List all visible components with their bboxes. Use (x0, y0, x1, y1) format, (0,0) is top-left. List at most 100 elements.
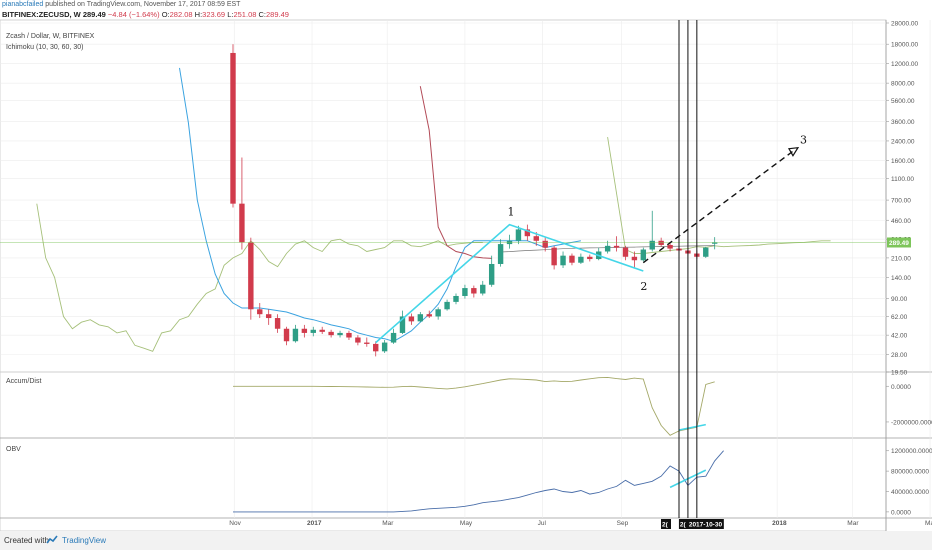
candle-body (399, 316, 406, 333)
candle-body (265, 314, 272, 319)
y-tick-label: 19.50 (891, 370, 908, 377)
candle-body (239, 203, 245, 243)
candle-body (542, 240, 548, 248)
publish-text: published on TradingView.com, November 1… (45, 1, 241, 8)
x-tick-label: Mar (847, 520, 859, 527)
candle-body (346, 332, 352, 338)
tenkan-line (419, 86, 492, 259)
y-tick-label: 700.00 (891, 198, 911, 205)
date-badge (678, 519, 689, 529)
chart-title: Zcash / Dollar, W, BITFINEX (6, 33, 95, 40)
candle-body (364, 342, 370, 344)
symbol-price: 289.49 (82, 10, 106, 19)
close-value: 289.49 (266, 10, 289, 19)
candle-body (248, 242, 254, 310)
high-value: 323.69 (202, 10, 226, 19)
candle-body (703, 247, 709, 257)
candle-body (292, 328, 299, 342)
x-tick-label: May (925, 520, 932, 527)
date-badge-label: 2( (680, 522, 687, 529)
high-label: H: (194, 10, 203, 19)
y-tick-label: 1600.00 (891, 158, 915, 165)
y-tick-label: 460.00 (891, 218, 911, 225)
y-tick-label: 18000.00 (891, 42, 918, 49)
candle-body (587, 256, 593, 260)
x-tick-label: Jul (538, 520, 547, 527)
wave-label-2: 2 (640, 280, 647, 293)
candle-body (711, 242, 718, 244)
pattern-line (375, 223, 644, 344)
date-badge (687, 519, 724, 529)
y-tick-label: 12000.00 (891, 61, 918, 68)
obv-line (233, 450, 724, 513)
candle-body (319, 329, 325, 332)
symbol-name: BITFINEX:ZECUSD, W (2, 10, 81, 19)
author-link[interactable]: pianabcfailed (2, 1, 44, 8)
candle-body (373, 343, 379, 352)
chikou-line (36, 203, 483, 352)
candle-body (569, 255, 575, 263)
y-tick-label: 28000.00 (891, 21, 918, 28)
y-tick-label: 3600.00 (891, 119, 915, 126)
y-tick-label: 42.00 (891, 333, 908, 340)
low-label: L: (227, 10, 234, 19)
date-badge-label: 2( (662, 522, 669, 529)
x-tick-label: 2017 (307, 520, 322, 527)
candle-body (551, 247, 557, 266)
candle-body (355, 337, 361, 343)
date-badge (661, 519, 671, 529)
symbol-change: −4.84 (−1.64%) (107, 10, 160, 19)
ad-marker-line (678, 423, 706, 431)
plot-frame (0, 19, 887, 531)
created-with-text: Created with (4, 536, 49, 545)
candle-body (533, 236, 539, 241)
y-tick-label: 140.00 (891, 275, 911, 282)
y-tick-label: 8000.00 (891, 81, 915, 88)
candle-body (310, 329, 316, 333)
chart-canvas[interactable]: 28000.00 18000.00 12000.00 8000.00 5600.00 36… (0, 0, 932, 531)
pane-title-ad: Accum/Dist (6, 378, 41, 385)
x-tick-label: Mar (382, 520, 394, 527)
last-price-tag (887, 237, 911, 248)
y-tick-label: 5600.00 (891, 98, 915, 105)
candle-body (560, 255, 566, 266)
symbol-line: BITFINEX:ZECUSD, W 289.49 −4.84 (−1.64%)… (2, 10, 289, 19)
date-badge-label: 2017-10-30 (689, 522, 723, 529)
candle-body (488, 263, 495, 285)
close-label: C: (258, 10, 267, 19)
x-tick-label: Sep (617, 520, 629, 527)
candle-body (497, 244, 504, 264)
tradingview-logo-icon (46, 535, 58, 544)
publish-info: pianabcfailed published on TradingView.c… (2, 1, 240, 8)
candle-body (515, 229, 522, 241)
ad-tick-label: 0.0000 (891, 384, 911, 391)
projection-arrow (642, 149, 796, 264)
indicator-label: Ichimoku (10, 30, 60, 30) (6, 44, 83, 51)
footer-bar: Created with TradingView (0, 531, 932, 550)
arrow-head (787, 146, 800, 157)
candle-body (462, 288, 468, 296)
candle-body (480, 284, 486, 294)
obv-tick-label: 400000.0000 (891, 489, 929, 496)
last-price-label: 289.49 (889, 240, 909, 247)
candle-body (640, 249, 647, 261)
candle-body (283, 328, 290, 342)
candle-body (257, 309, 263, 315)
wave-label-1: 1 (508, 206, 515, 219)
y-tick-label: 2400.00 (891, 138, 915, 145)
candle-body (274, 318, 281, 329)
ad-tick-label: -2000000.0000 (891, 419, 932, 426)
candle-body (390, 332, 397, 343)
low-value: 251.08 (233, 10, 257, 19)
y-tick-label: 28.00 (891, 352, 908, 359)
candle-body (435, 309, 441, 317)
y-tick-label: 62.00 (891, 314, 908, 321)
candle-body (301, 328, 308, 333)
y-tick-label: 210.00 (891, 255, 911, 262)
candle-body (444, 301, 450, 310)
candle-body (453, 295, 459, 302)
tradingview-brand[interactable]: TradingView (62, 536, 107, 545)
ad-line (233, 376, 715, 436)
y-tick-label: 1100.00 (891, 176, 914, 183)
candle-body (408, 316, 415, 322)
